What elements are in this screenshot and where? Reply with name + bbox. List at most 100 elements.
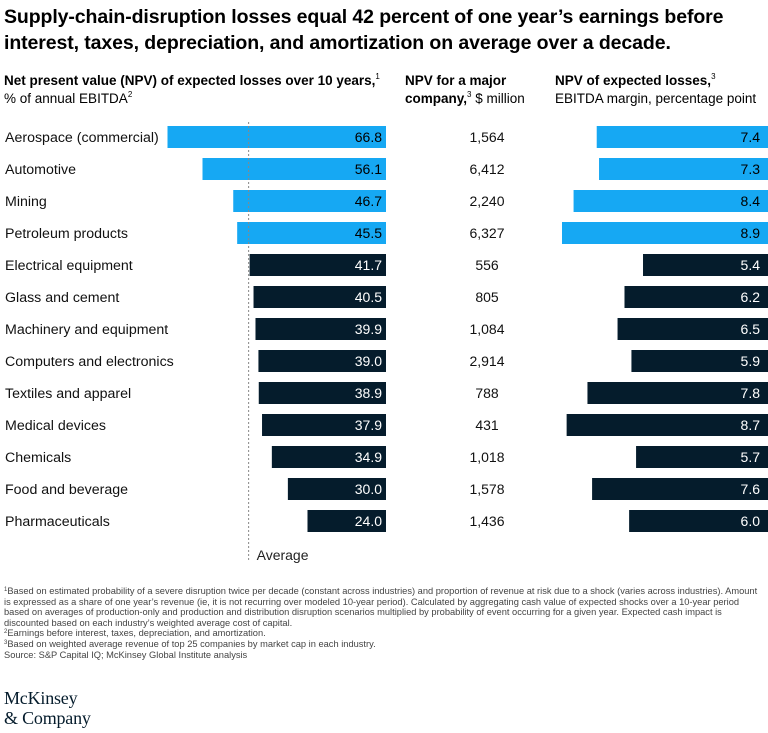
category-label: Textiles and apparel bbox=[5, 386, 131, 402]
category-label: Glass and cement bbox=[5, 290, 119, 306]
npv-header-rest: % of annual EBITDA bbox=[4, 91, 128, 106]
category-label: Chemicals bbox=[5, 450, 71, 466]
npv-bar bbox=[255, 318, 386, 340]
npv-value-label: 24.0 bbox=[355, 513, 382, 529]
npv-bar bbox=[287, 478, 386, 500]
npv-value-label: 38.9 bbox=[355, 385, 382, 401]
npv-value-label: 45.5 bbox=[355, 225, 382, 241]
source-note: Source: S&P Capital IQ; McKinsey Global … bbox=[4, 649, 248, 660]
logo-line-1: McKinsey bbox=[4, 688, 78, 708]
npv-bar bbox=[258, 350, 386, 372]
company-npv-value: 6,412 bbox=[469, 161, 504, 177]
margin-bar bbox=[643, 254, 768, 276]
margin-value-label: 6.0 bbox=[741, 513, 761, 529]
company-npv-value: 1,436 bbox=[469, 513, 504, 529]
category-label: Petroleum products bbox=[5, 226, 128, 242]
npv-header-sup2: 2 bbox=[127, 90, 133, 99]
margin-bar bbox=[566, 414, 768, 436]
company-npv-value: 788 bbox=[475, 385, 499, 401]
npv-value-label: 37.9 bbox=[355, 417, 382, 433]
npv-value-label: 56.1 bbox=[355, 161, 382, 177]
npv-bar bbox=[237, 222, 386, 244]
company-npv-value: 805 bbox=[475, 289, 499, 305]
margin-value-label: 6.2 bbox=[741, 289, 761, 305]
margin-value-label: 7.3 bbox=[741, 161, 761, 177]
margin-value-label: 8.4 bbox=[741, 193, 761, 209]
margin-column-header: NPV of expected losses,3 EBITDA margin, p… bbox=[555, 72, 767, 108]
category-label: Pharmaceuticals bbox=[5, 514, 110, 530]
npv-bar bbox=[262, 414, 386, 436]
npv-header-bold: Net present value (NPV) of expected loss… bbox=[4, 73, 376, 88]
margin-bar bbox=[599, 158, 768, 180]
company-npv-value: 2,914 bbox=[469, 353, 504, 369]
margin-bar bbox=[562, 222, 768, 244]
mckinsey-logo: McKinsey & Company bbox=[4, 688, 91, 728]
npv-header-sup1: 1 bbox=[375, 72, 380, 81]
margin-value-label: 8.9 bbox=[741, 225, 761, 241]
average-label: Average bbox=[257, 547, 309, 563]
margin-bar bbox=[617, 318, 768, 340]
npv-value-label: 40.5 bbox=[355, 289, 382, 305]
margin-bar bbox=[624, 286, 768, 308]
npv-bar bbox=[233, 190, 386, 212]
margin-bar bbox=[587, 382, 768, 404]
npv-value-label: 30.0 bbox=[355, 481, 382, 497]
npv-bar bbox=[253, 286, 386, 308]
company-npv-value: 1,084 bbox=[469, 321, 504, 337]
margin-value-label: 5.4 bbox=[741, 257, 761, 273]
footnote-3: 3Based on weighted average revenue of to… bbox=[4, 638, 376, 649]
margin-header-rest: EBITDA margin, percentage point bbox=[555, 91, 757, 106]
npv-column-header: Net present value (NPV) of expected loss… bbox=[4, 72, 384, 108]
npv-bar bbox=[258, 382, 386, 404]
company-npv-value: 1,578 bbox=[469, 481, 504, 497]
margin-value-label: 5.9 bbox=[741, 353, 761, 369]
category-label: Mining bbox=[5, 194, 47, 210]
footnote-1: 1Based on estimated probability of a sev… bbox=[4, 586, 758, 628]
npv-bar bbox=[271, 446, 386, 468]
company-npv-value: 6,327 bbox=[469, 225, 504, 241]
footnotes: 1Based on estimated probability of a sev… bbox=[4, 586, 764, 660]
margin-bar bbox=[629, 510, 768, 532]
footnote-2: 2Earnings before interest, taxes, deprec… bbox=[4, 628, 266, 639]
margin-bar bbox=[631, 350, 768, 372]
npv-value-label: 34.9 bbox=[355, 449, 382, 465]
margin-value-label: 8.7 bbox=[741, 417, 761, 433]
npv-bar bbox=[249, 254, 386, 276]
npv-value-label: 39.0 bbox=[355, 353, 382, 369]
logo-line-2: & Company bbox=[4, 708, 91, 728]
margin-value-label: 7.8 bbox=[741, 385, 761, 401]
company-npv-value: 2,240 bbox=[469, 193, 504, 209]
margin-header-sup: 3 bbox=[711, 72, 716, 81]
company-npv-value: 1,564 bbox=[469, 129, 504, 145]
company-npv-value: 556 bbox=[475, 257, 499, 273]
margin-bar bbox=[573, 190, 768, 212]
npv-value-label: 41.7 bbox=[355, 257, 382, 273]
company-header-bold: NPV for a major company, bbox=[405, 73, 507, 106]
chart-area: Aerospace (commercial) 66.8 1,564 7.4 Automo… bbox=[5, 122, 768, 563]
npv-value-label: 46.7 bbox=[355, 193, 382, 209]
category-label: Aerospace (commercial) bbox=[5, 130, 159, 146]
company-npv-value: 1,018 bbox=[469, 449, 504, 465]
category-label: Medical devices bbox=[5, 418, 106, 434]
margin-value-label: 6.5 bbox=[741, 321, 761, 337]
margin-bar bbox=[596, 126, 768, 148]
margin-value-label: 7.4 bbox=[741, 129, 761, 145]
npv-bar bbox=[307, 510, 386, 532]
company-column-header: NPV for a major company,3 $ million bbox=[405, 72, 545, 108]
margin-bar bbox=[636, 446, 768, 468]
margin-header-bold: NPV of expected losses, bbox=[555, 73, 712, 88]
company-header-sup: 3 bbox=[467, 90, 472, 99]
company-npv-value: 431 bbox=[475, 417, 499, 433]
category-label: Food and beverage bbox=[5, 482, 128, 498]
company-header-rest: $ million bbox=[471, 91, 525, 106]
category-label: Electrical equipment bbox=[5, 258, 133, 274]
npv-bar bbox=[167, 126, 386, 148]
category-label: Automotive bbox=[5, 162, 76, 178]
category-label: Machinery and equipment bbox=[5, 322, 168, 338]
npv-value-label: 66.8 bbox=[355, 129, 382, 145]
margin-value-label: 7.6 bbox=[741, 481, 761, 497]
npv-value-label: 39.9 bbox=[355, 321, 382, 337]
margin-value-label: 5.7 bbox=[741, 449, 761, 465]
chart-title: Supply-chain-disruption losses equal 42 … bbox=[4, 6, 724, 54]
margin-bar bbox=[592, 478, 768, 500]
